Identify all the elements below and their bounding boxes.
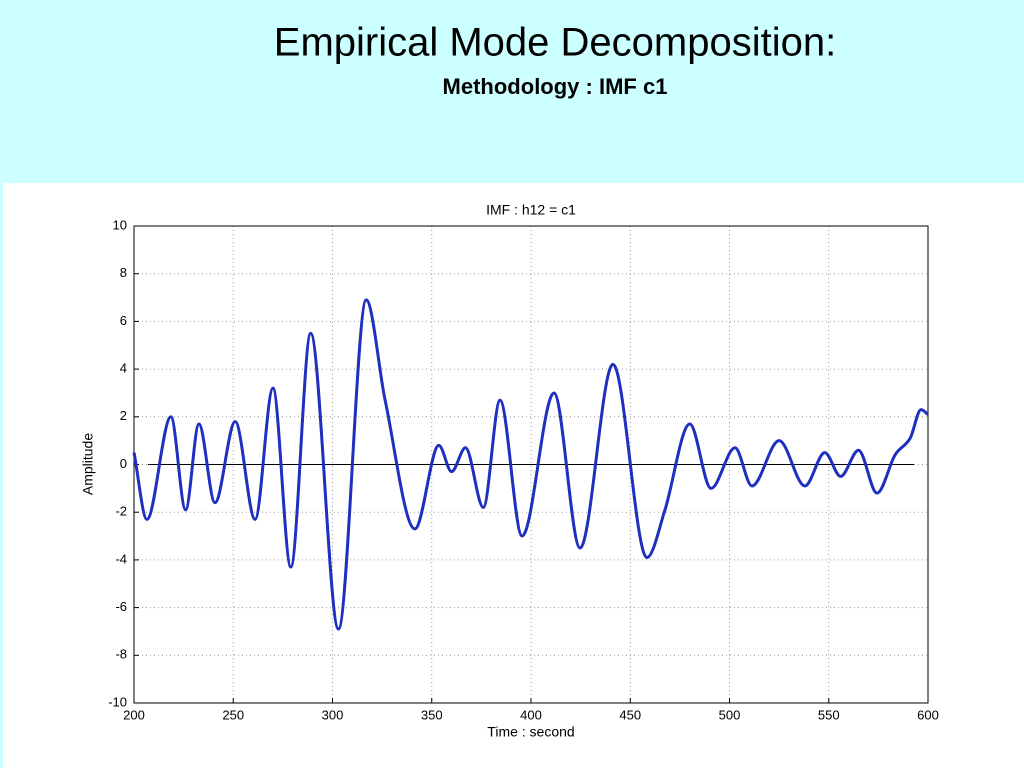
y-tick-label: 2 xyxy=(120,408,127,423)
slide-subtitle: Methodology : IMF c1 xyxy=(443,74,668,99)
y-tick-label: 6 xyxy=(120,313,127,328)
x-tick-label: 450 xyxy=(619,707,641,722)
x-tick-label: 250 xyxy=(222,707,244,722)
y-tick-label: -10 xyxy=(108,694,127,709)
x-tick-label: 300 xyxy=(322,707,344,722)
x-tick-label: 200 xyxy=(123,707,145,722)
y-tick-label: -4 xyxy=(115,551,127,566)
y-tick-label: 10 xyxy=(113,217,127,232)
y-tick-label: 4 xyxy=(120,361,127,376)
data-line xyxy=(132,298,929,631)
header-band xyxy=(0,0,1024,183)
plot-frame xyxy=(133,225,929,704)
slide-title: Empirical Mode Decomposition: xyxy=(274,21,836,65)
y-tick-label: -2 xyxy=(115,504,127,519)
y-tick-label: -8 xyxy=(115,647,127,662)
y-axis-label: Amplitude xyxy=(80,433,96,495)
y-tick-label: 8 xyxy=(120,265,127,280)
x-tick-label: 400 xyxy=(520,707,542,722)
chart-title: IMF : h12 = c1 xyxy=(486,202,576,218)
y-tick-label: 0 xyxy=(120,456,127,471)
left-edge xyxy=(0,183,3,768)
x-tick-label: 350 xyxy=(421,707,443,722)
x-tick-label: 550 xyxy=(818,707,840,722)
x-axis-label: Time : second xyxy=(487,724,574,740)
x-tick-label: 500 xyxy=(719,707,741,722)
y-tick-label: -6 xyxy=(115,599,127,614)
x-tick-label: 600 xyxy=(917,707,939,722)
